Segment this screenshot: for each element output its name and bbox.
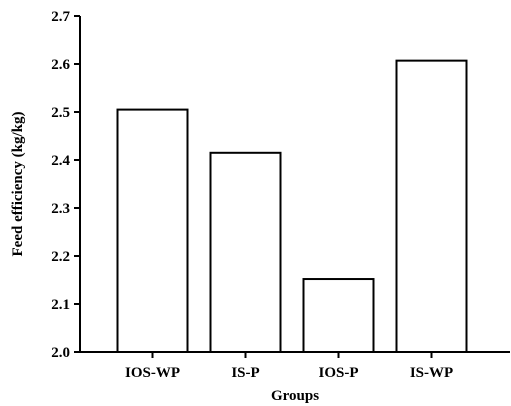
y-axis-ticks: 2.0 2.1 2.2 2.3 2.4 2.5 2.6 2.7: [51, 9, 80, 361]
y-tick-label: 2.2: [51, 249, 70, 265]
y-tick-label: 2.7: [51, 9, 70, 25]
y-tick-label: 2.0: [51, 345, 70, 361]
x-tick-label: IOS-WP: [125, 365, 180, 381]
y-axis-title: Feed efficiency (kg/kg): [10, 112, 26, 257]
x-axis-title: Groups: [271, 388, 319, 404]
y-tick-label: 2.1: [51, 297, 70, 313]
x-tick-label: IS-WP: [410, 365, 453, 381]
y-tick-label: 2.3: [51, 201, 70, 217]
bar-ios-wp: [116, 108, 189, 353]
x-tick-label: IS-P: [231, 365, 259, 381]
x-axis-labels: IOS-WP IS-P IOS-P IS-WP: [125, 352, 453, 381]
y-tick-label: 2.4: [51, 153, 70, 169]
y-tick-label: 2.5: [51, 105, 70, 121]
bars: [116, 59, 468, 354]
y-tick-label: 2.6: [51, 57, 70, 73]
bar-is-wp: [395, 59, 468, 353]
bar-ios-p: [302, 278, 375, 354]
bar-is-p: [209, 151, 282, 353]
x-tick-label: IOS-P: [318, 365, 358, 381]
